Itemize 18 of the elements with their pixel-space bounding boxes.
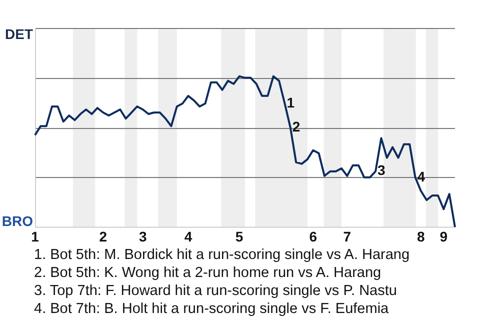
- x-tick-label: 4: [184, 228, 192, 244]
- x-tick-label: 2: [99, 228, 108, 244]
- annotation: 1: [286, 94, 295, 110]
- annotation: 2: [292, 118, 300, 134]
- x-tick-label: 5: [235, 228, 244, 244]
- annotation: 3: [378, 162, 386, 178]
- x-tick-label: 6: [309, 228, 318, 244]
- x-tick-label: 7: [343, 228, 352, 244]
- x-tick-label: 1: [31, 228, 40, 244]
- text: 2. Bot 5th: K. Wong hit a 2-run home run vs A. Harang: [34, 264, 382, 282]
- text: 4. Bot 7th: B. Holt hit a run-scoring single vs F. Eufemia: [34, 300, 390, 318]
- text: 3. Top 7th: F. Howard hit a run-scoring single vs P. Nastu: [34, 282, 398, 300]
- x-tick-label: 8: [417, 228, 426, 244]
- x-tick-label: 9: [440, 228, 448, 244]
- text: DET: [4, 26, 33, 42]
- x-tick-label: 3: [138, 228, 147, 244]
- text: 1. Bot 5th: M. Bordick hit a run-scoring single vs A. Harang: [34, 246, 410, 264]
- text: BRO: [0, 213, 33, 229]
